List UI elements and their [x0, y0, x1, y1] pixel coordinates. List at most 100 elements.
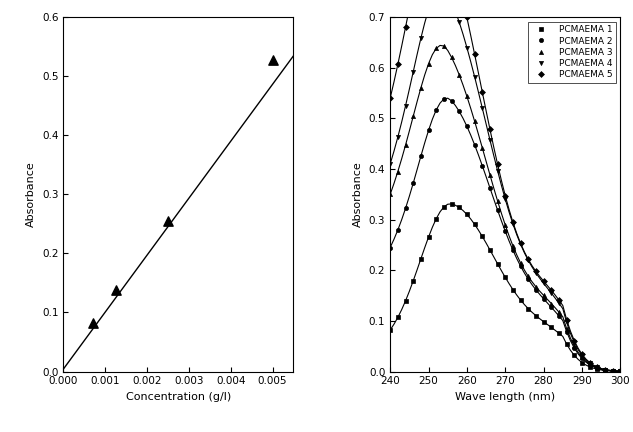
- PCMAEMA 1: [601, 368, 609, 373]
- PCMAEMA 3: [494, 198, 501, 203]
- PCMAEMA 5: [501, 193, 509, 198]
- PCMAEMA 3: [570, 343, 578, 349]
- PCMAEMA 3: [540, 293, 548, 298]
- PCMAEMA 3: [386, 192, 394, 197]
- PCMAEMA 5: [494, 162, 501, 167]
- PCMAEMA 2: [570, 346, 578, 351]
- X-axis label: Wave length (nm): Wave length (nm): [455, 392, 555, 402]
- PCMAEMA 4: [586, 360, 594, 365]
- PCMAEMA 2: [402, 206, 410, 211]
- PCMAEMA 1: [517, 298, 524, 303]
- Point: [268, 56, 278, 63]
- PCMAEMA 3: [479, 145, 486, 150]
- PCMAEMA 4: [509, 221, 517, 226]
- PCMAEMA 3: [402, 143, 410, 148]
- PCMAEMA 5: [479, 89, 486, 94]
- PCMAEMA 4: [563, 320, 570, 325]
- PCMAEMA 1: [617, 369, 624, 374]
- PCMAEMA 1: [463, 212, 471, 217]
- PCMAEMA 1: [440, 204, 448, 210]
- PCMAEMA 4: [455, 19, 463, 25]
- PCMAEMA 2: [540, 296, 548, 302]
- PCMAEMA 2: [525, 276, 532, 282]
- PCMAEMA 2: [494, 207, 501, 213]
- PCMAEMA 1: [548, 325, 555, 330]
- PCMAEMA 1: [532, 313, 540, 318]
- PCMAEMA 5: [463, 15, 471, 20]
- X-axis label: Concentration (g/l): Concentration (g/l): [126, 392, 231, 402]
- PCMAEMA 2: [448, 98, 455, 103]
- PCMAEMA 1: [394, 315, 401, 320]
- PCMAEMA 4: [540, 281, 548, 286]
- Y-axis label: Absorbance: Absorbance: [353, 162, 363, 227]
- PCMAEMA 1: [455, 205, 463, 210]
- Point: [87, 320, 97, 327]
- PCMAEMA 4: [417, 36, 425, 41]
- Line: PCMAEMA 1: PCMAEMA 1: [388, 202, 622, 373]
- PCMAEMA 4: [601, 367, 609, 372]
- PCMAEMA 4: [402, 103, 410, 108]
- PCMAEMA 5: [540, 279, 548, 284]
- Point: [111, 286, 121, 293]
- PCMAEMA 4: [394, 134, 401, 140]
- PCMAEMA 2: [479, 163, 486, 168]
- PCMAEMA 5: [517, 241, 524, 246]
- PCMAEMA 4: [425, 7, 432, 12]
- PCMAEMA 3: [425, 61, 432, 67]
- PCMAEMA 5: [578, 352, 586, 357]
- PCMAEMA 3: [563, 326, 570, 331]
- PCMAEMA 2: [601, 367, 609, 372]
- PCMAEMA 2: [501, 229, 509, 234]
- PCMAEMA 1: [486, 247, 494, 252]
- PCMAEMA 5: [471, 51, 479, 57]
- PCMAEMA 3: [578, 355, 586, 360]
- PCMAEMA 2: [617, 368, 624, 374]
- PCMAEMA 1: [570, 353, 578, 358]
- PCMAEMA 3: [440, 43, 448, 48]
- PCMAEMA 5: [402, 25, 410, 30]
- PCMAEMA 1: [509, 287, 517, 292]
- PCMAEMA 1: [479, 234, 486, 239]
- PCMAEMA 2: [586, 362, 594, 367]
- PCMAEMA 3: [586, 362, 594, 367]
- PCMAEMA 2: [432, 108, 440, 113]
- PCMAEMA 3: [417, 86, 425, 91]
- Legend: PCMAEMA 1, PCMAEMA 2, PCMAEMA 3, PCMAEMA 4, PCMAEMA 5: PCMAEMA 1, PCMAEMA 2, PCMAEMA 3, PCMAEMA…: [528, 22, 616, 83]
- PCMAEMA 1: [540, 319, 548, 324]
- PCMAEMA 4: [517, 242, 524, 247]
- Point: [163, 218, 173, 225]
- PCMAEMA 1: [525, 306, 532, 311]
- PCMAEMA 2: [609, 368, 617, 373]
- PCMAEMA 3: [471, 118, 479, 124]
- PCMAEMA 5: [532, 269, 540, 274]
- Line: PCMAEMA 2: PCMAEMA 2: [388, 97, 622, 373]
- PCMAEMA 5: [563, 317, 570, 322]
- PCMAEMA 4: [555, 301, 563, 306]
- PCMAEMA 4: [532, 270, 540, 276]
- PCMAEMA 3: [486, 172, 494, 177]
- PCMAEMA 4: [494, 168, 501, 173]
- PCMAEMA 3: [394, 169, 401, 174]
- PCMAEMA 2: [440, 96, 448, 102]
- PCMAEMA 1: [555, 330, 563, 336]
- PCMAEMA 2: [578, 356, 586, 361]
- PCMAEMA 5: [394, 62, 401, 67]
- PCMAEMA 3: [455, 72, 463, 77]
- PCMAEMA 2: [386, 245, 394, 250]
- PCMAEMA 2: [417, 154, 425, 159]
- PCMAEMA 2: [394, 227, 401, 232]
- PCMAEMA 2: [509, 248, 517, 253]
- PCMAEMA 2: [548, 305, 555, 310]
- PCMAEMA 3: [609, 368, 617, 373]
- PCMAEMA 4: [463, 45, 471, 50]
- PCMAEMA 5: [486, 127, 494, 132]
- PCMAEMA 3: [594, 365, 601, 371]
- PCMAEMA 3: [448, 55, 455, 60]
- PCMAEMA 3: [525, 274, 532, 279]
- PCMAEMA 3: [601, 367, 609, 372]
- PCMAEMA 1: [432, 216, 440, 221]
- PCMAEMA 4: [578, 353, 586, 358]
- PCMAEMA 2: [463, 124, 471, 129]
- PCMAEMA 5: [555, 298, 563, 303]
- PCMAEMA 5: [548, 288, 555, 293]
